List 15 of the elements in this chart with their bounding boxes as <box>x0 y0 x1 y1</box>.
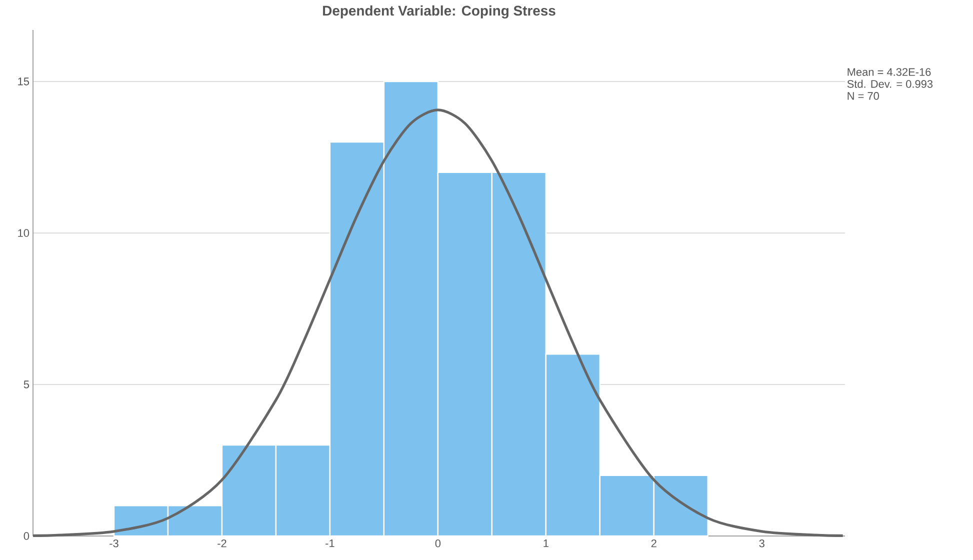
x-tick-label: 0 <box>435 540 441 548</box>
text: Std. Dev. = 0.993 <box>847 80 933 88</box>
x-tick-label: -3 <box>110 540 118 548</box>
y-tick-label: 15 <box>18 78 30 86</box>
text: N = 70 <box>848 92 879 100</box>
x-tick-label: 2 <box>651 540 656 548</box>
chart-title: Dependent Variable: Coping Stress <box>323 5 556 18</box>
x-tick-label: 3 <box>759 540 764 548</box>
y-tick-label: 10 <box>18 229 30 237</box>
y-tick-label: 0 <box>24 532 30 540</box>
x-tick-label: -1 <box>326 540 334 548</box>
x-tick-label: -2 <box>218 540 226 548</box>
text: Mean = 4.32E-16 <box>848 68 931 76</box>
x-tick-label: 1 <box>544 540 548 548</box>
y-tick-label: 5 <box>24 380 30 388</box>
